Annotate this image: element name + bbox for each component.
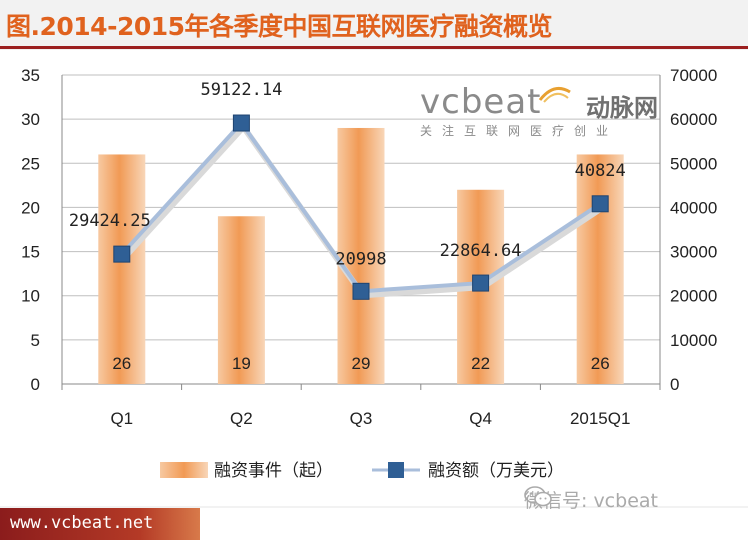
bar (217, 216, 265, 384)
brand-accent-icon (538, 86, 571, 103)
x-tick-label: Q1 (110, 409, 133, 428)
line-value-label: 29424.25 (69, 211, 151, 231)
line-value-label: 20998 (335, 249, 386, 269)
x-tick-label: Q4 (469, 409, 492, 428)
x-tick-label: Q3 (350, 409, 373, 428)
x-tick-label: Q2 (230, 409, 253, 428)
y-left-tick-label: 0 (31, 375, 40, 394)
y-right-tick-label: 30000 (670, 243, 717, 262)
y-right-tick-label: 10000 (670, 331, 717, 350)
y-right-tick-label: 60000 (670, 110, 717, 129)
y-right-tick-label: 50000 (670, 154, 717, 173)
line-value-label: 40824 (575, 161, 626, 181)
footer-url[interactable]: www.vcbeat.net (10, 513, 154, 533)
vcbeat-watermark: vcbeat 动脉网 关注互联网医疗创业 (420, 82, 660, 146)
watermark-cn: 动脉网 (586, 94, 658, 122)
line-point (113, 245, 131, 263)
axes: 0 5 10 15 20 25 30 35 0 10000 20000 30000 40000 50000… (21, 66, 717, 428)
line-point (472, 274, 490, 292)
bar (576, 154, 624, 384)
bar (98, 154, 146, 384)
legend: 融资事件（起） 融资额（万美元） (160, 461, 564, 481)
bar-series (98, 127, 624, 384)
line-point (352, 282, 370, 300)
y-left-tick-label: 5 (31, 331, 40, 350)
watermark-brand: vcbeat (420, 82, 542, 122)
bar-value-label: 22 (471, 354, 490, 373)
wechat-icon (524, 486, 552, 507)
footer-url-bar (0, 508, 200, 540)
bar-value-label: 26 (112, 354, 131, 373)
wechat-text: 微信号: vcbeat (524, 490, 658, 512)
y-right-tick-label: 0 (670, 375, 679, 394)
y-left-tick-label: 15 (21, 243, 40, 262)
line-point (591, 195, 609, 213)
wechat-id: 微信号: vcbeat (524, 486, 658, 513)
y-left-tick-label: 20 (21, 198, 40, 217)
legend-line-marker (388, 462, 404, 478)
title-divider (0, 46, 748, 49)
line-point (232, 114, 250, 132)
y-left-tick-label: 30 (21, 110, 40, 129)
data-labels: 26 19 29 22 26 29424.25 59122.14 20998 22864.64 4… (69, 80, 626, 373)
chart-title: 图.2014-2015年各季度中国互联网医疗融资概览 (6, 12, 553, 41)
line-value-label: 59122.14 (200, 80, 282, 100)
y-right-tick-label: 40000 (670, 198, 717, 217)
y-left-tick-label: 35 (21, 66, 40, 85)
legend-bar-swatch (160, 462, 208, 478)
bar-value-label: 29 (352, 354, 371, 373)
legend-bar-label: 融资事件（起） (214, 461, 333, 481)
bar-value-label: 26 (591, 354, 610, 373)
y-left-tick-label: 10 (21, 287, 40, 306)
y-right-tick-label: 70000 (670, 66, 717, 85)
y-right-tick-label: 20000 (670, 287, 717, 306)
bar-value-label: 19 (232, 354, 251, 373)
watermark-slogan: 关注互联网医疗创业 (420, 124, 619, 138)
line-series (113, 114, 609, 300)
y-left-tick-label: 25 (21, 154, 40, 173)
x-tick-label: 2015Q1 (570, 409, 631, 428)
bar (337, 127, 385, 384)
legend-line-label: 融资额（万美元） (428, 461, 564, 481)
line-value-label: 22864.64 (440, 241, 522, 261)
title-bar: 图.2014-2015年各季度中国互联网医疗融资概览 (0, 0, 748, 44)
